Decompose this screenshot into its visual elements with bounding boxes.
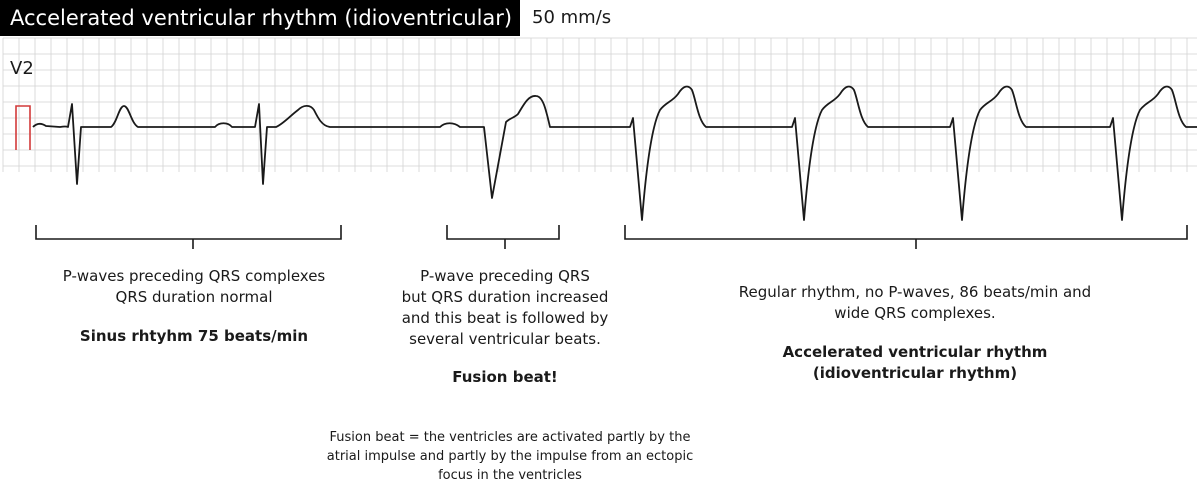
fusion-line-1: P-wave preceding QRS [420,267,590,285]
sinus-line-2: QRS duration normal [115,288,273,306]
ecg-strip [2,37,1197,249]
ventricular-conclusion-2: (idioventricular rhythm) [812,364,1018,382]
fusion-conclusion: Fusion beat! [452,368,558,386]
fusion-line-2: but QRS duration increased [401,288,609,306]
footnote-line-1: Fusion beat = the ventricles are activat… [329,430,691,445]
page-title: Accelerated ventricular rhythm (idiovent… [0,0,520,36]
bracket-sinus [35,225,342,249]
footnote-line-2: atrial impulse and partly by the impulse… [326,449,694,464]
lead-label: V2 [10,58,34,79]
fusion-footnote: Fusion beat = the ventricles are activat… [290,428,730,485]
sinus-annotation: P-waves preceding QRS complexes QRS dura… [34,266,354,347]
fusion-line-4: several ventricular beats. [409,330,601,348]
calibration-pulse [15,105,31,150]
ecg-grid [2,37,1197,172]
bracket-ventricular [624,225,1188,249]
paper-speed-label: 50 mm/s [532,7,612,28]
footnote-line-3: focus in the ventricles [438,468,582,483]
ventricular-line-2: wide QRS complexes. [834,304,996,322]
ecg-trace [32,85,1197,221]
ventricular-conclusion-1: Accelerated ventricular rhythm [782,343,1048,361]
bracket-fusion [446,225,560,249]
fusion-annotation: P-wave preceding QRS but QRS duration in… [380,266,630,388]
sinus-line-1: P-waves preceding QRS complexes [62,267,326,285]
ventricular-line-1: Regular rhythm, no P-waves, 86 beats/min… [738,283,1092,301]
fusion-line-3: and this beat is followed by [401,309,609,327]
ventricular-annotation: Regular rhythm, no P-waves, 86 beats/min… [700,282,1130,384]
sinus-conclusion: Sinus rhtyhm 75 beats/min [79,327,309,345]
